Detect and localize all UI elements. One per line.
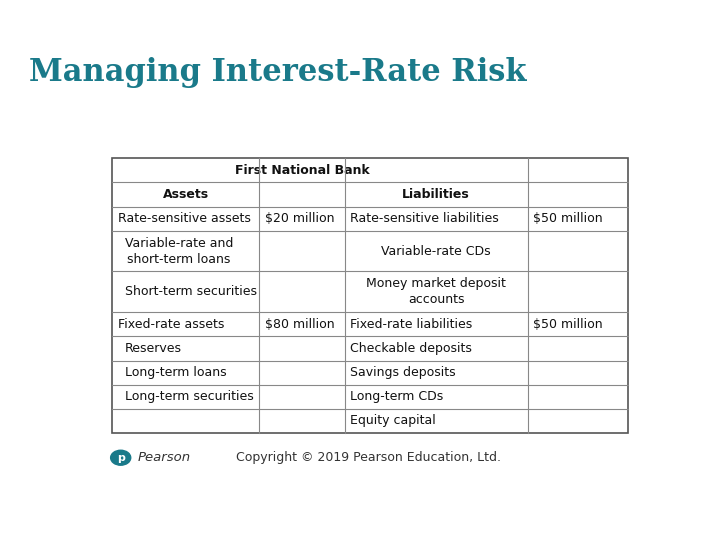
Bar — [345, 272, 528, 313]
Text: $50 million: $50 million — [534, 212, 603, 225]
Bar — [528, 158, 613, 183]
Bar — [345, 409, 528, 433]
Text: Fixed-rate liabilities: Fixed-rate liabilities — [350, 318, 472, 331]
Text: Managing Interest-Rate Risk: Managing Interest-Rate Risk — [29, 57, 526, 87]
Text: p: p — [117, 453, 125, 463]
Text: Rate-sensitive assets: Rate-sensitive assets — [118, 212, 251, 225]
Bar — [259, 313, 345, 336]
Bar — [528, 336, 613, 361]
Text: Variable-rate CDs: Variable-rate CDs — [382, 245, 491, 258]
Bar — [259, 206, 345, 231]
Circle shape — [111, 450, 131, 465]
Bar — [345, 183, 528, 206]
Bar — [528, 313, 613, 336]
Bar — [345, 313, 528, 336]
Bar — [528, 384, 613, 409]
Bar — [345, 158, 528, 183]
Bar — [528, 272, 613, 313]
Text: Long-term loans: Long-term loans — [125, 366, 226, 379]
Bar — [528, 409, 613, 433]
Text: Checkable deposits: Checkable deposits — [350, 342, 472, 355]
Bar — [528, 361, 613, 384]
Bar — [345, 206, 528, 231]
Bar — [259, 158, 345, 183]
Text: Money market deposit
accounts: Money market deposit accounts — [366, 278, 506, 307]
Bar — [259, 183, 345, 206]
Bar — [259, 361, 345, 384]
Text: Liabilities: Liabilities — [402, 188, 470, 201]
Text: Rate-sensitive liabilities: Rate-sensitive liabilities — [350, 212, 499, 225]
Bar — [112, 206, 259, 231]
Bar — [528, 183, 613, 206]
Bar — [112, 361, 259, 384]
Text: Long-term CDs: Long-term CDs — [350, 390, 444, 403]
Text: Variable-rate and
short-term loans: Variable-rate and short-term loans — [125, 237, 233, 266]
Bar — [259, 272, 345, 313]
Text: $80 million: $80 million — [265, 318, 335, 331]
Bar — [345, 361, 528, 384]
Bar — [345, 384, 528, 409]
Bar — [112, 384, 259, 409]
Text: Pearson: Pearson — [138, 451, 191, 464]
Bar — [259, 384, 345, 409]
Text: Reserves: Reserves — [125, 342, 181, 355]
Bar — [112, 313, 259, 336]
Bar — [259, 409, 345, 433]
Bar — [112, 158, 259, 183]
Text: Long-term securities: Long-term securities — [125, 390, 253, 403]
Text: Savings deposits: Savings deposits — [350, 366, 456, 379]
Text: Fixed-rate assets: Fixed-rate assets — [118, 318, 224, 331]
Bar — [259, 336, 345, 361]
Bar — [112, 183, 259, 206]
Text: Copyright © 2019 Pearson Education, Ltd.: Copyright © 2019 Pearson Education, Ltd. — [236, 451, 502, 464]
Bar — [528, 206, 613, 231]
Bar — [112, 409, 259, 433]
Text: First National Bank: First National Bank — [235, 164, 369, 177]
Bar — [345, 336, 528, 361]
Bar — [112, 272, 259, 313]
Text: $20 million: $20 million — [265, 212, 335, 225]
Bar — [112, 336, 259, 361]
Text: $50 million: $50 million — [534, 318, 603, 331]
Text: Assets: Assets — [163, 188, 209, 201]
Text: Short-term securities: Short-term securities — [125, 286, 256, 299]
Bar — [259, 231, 345, 272]
Bar — [345, 231, 528, 272]
Text: Equity capital: Equity capital — [350, 414, 436, 427]
Bar — [528, 231, 613, 272]
Bar — [112, 231, 259, 272]
